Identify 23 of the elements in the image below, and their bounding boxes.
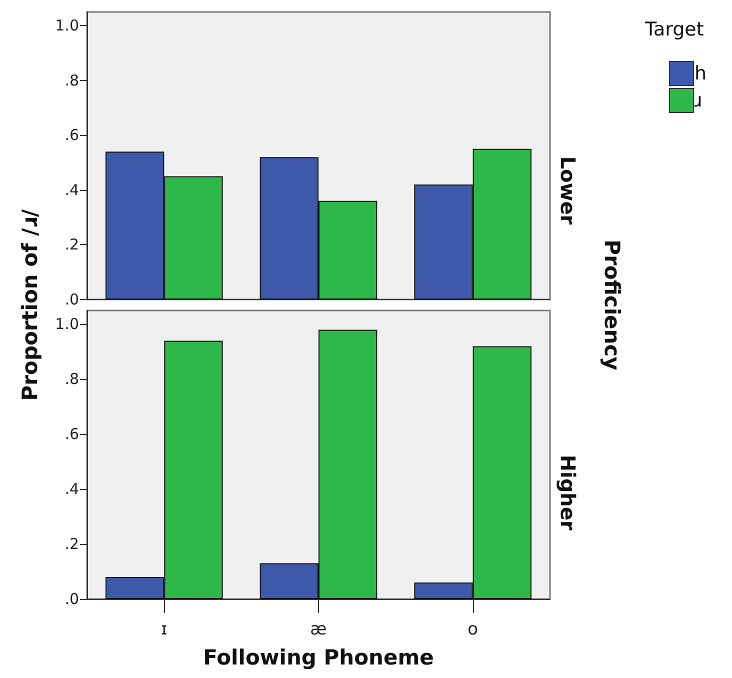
y-tick-label: .2 <box>64 535 79 554</box>
y-tick-label: .4 <box>64 180 79 199</box>
y-tick-label: 1.0 <box>55 315 79 334</box>
y-tick-label: .6 <box>64 425 79 444</box>
y-tick-label: .0 <box>64 290 79 308</box>
x-axis-title: Following Phoneme <box>203 646 434 670</box>
legend-label: h <box>694 62 707 84</box>
y-tick-label: .0 <box>64 590 79 608</box>
y-tick-label: .6 <box>64 126 79 144</box>
x-tick-label: o <box>468 620 478 640</box>
text: Higher <box>556 454 580 530</box>
y-axis-title: Proportion of /ɹ/ <box>18 209 42 401</box>
text: Proficiency <box>600 240 624 370</box>
y-tick-label: .4 <box>64 480 79 498</box>
x-tick-label: æ <box>310 620 327 640</box>
y-tick-label: 1.0 <box>55 16 79 35</box>
x-tick-label: ɪ <box>161 620 168 640</box>
y-tick-label: .8 <box>64 71 79 90</box>
legend-label: ɹ <box>694 90 702 112</box>
y-tick-label: .2 <box>64 236 79 254</box>
y-tick-label: .8 <box>64 370 79 388</box>
legend-title: Target <box>644 18 704 40</box>
text: Lower <box>556 156 580 225</box>
